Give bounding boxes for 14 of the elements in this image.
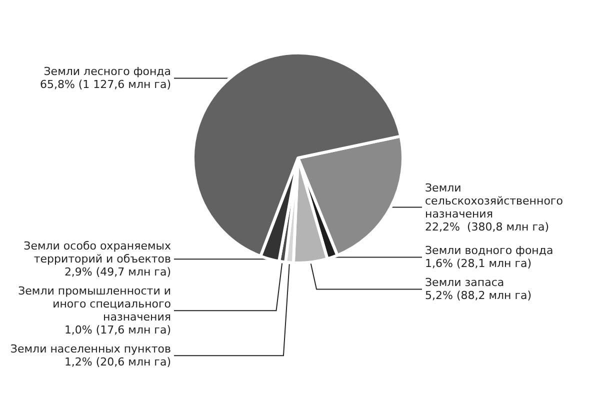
slice-label: Земли сельскохозяйственного назначения xyxy=(425,181,564,220)
slice-label: Земли особо охраняемых территорий и объектов xyxy=(24,240,172,266)
slice-label: Земли водного фонда xyxy=(425,244,554,258)
data-label: 1,2% (20,6 млн га) xyxy=(64,356,171,369)
data-label: 1,0% (17,6 млн га) xyxy=(64,324,171,337)
slice-label: Земли запаса xyxy=(425,276,504,290)
slice-label: Земли лесного фонда xyxy=(44,65,171,78)
data-label: 1,6% (28,1 млн га) xyxy=(425,257,532,270)
slice-label: Земли промышленности и иного специального назначения xyxy=(18,284,172,324)
data-label: 65,8% (1 127,6 млн га) xyxy=(40,78,171,92)
data-label: 2,9% (49,7 млн га) xyxy=(64,266,171,279)
slice-label: Земли населенных пунктов xyxy=(10,342,171,356)
data-label: 5,2% (88,2 млн га) xyxy=(425,289,532,302)
data-label: 22,2% (380,8 млн га) xyxy=(425,220,550,234)
